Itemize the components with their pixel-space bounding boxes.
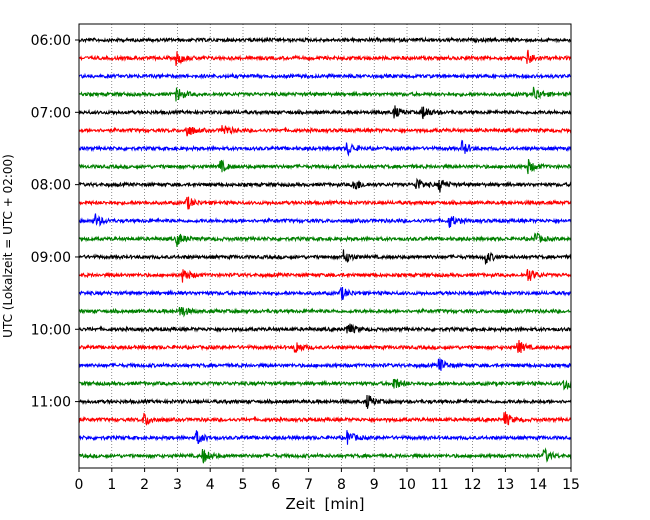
trace-line-row-18 — [78, 358, 572, 371]
trace-line-row-17 — [78, 339, 572, 354]
y-tick-label: 09:00 — [31, 250, 71, 266]
x-tick-label: 5 — [239, 477, 248, 493]
trace-line-row-22 — [78, 430, 572, 445]
x-tick-label: 12 — [464, 477, 482, 493]
trace-line-row-9 — [78, 196, 572, 210]
x-tick-label: 8 — [337, 477, 346, 493]
trace-line-row-13 — [78, 268, 572, 283]
x-tick-label: 1 — [107, 477, 116, 493]
x-tick-label: 9 — [370, 477, 379, 493]
trace-line-row-12 — [78, 249, 572, 266]
trace-line-row-6 — [78, 139, 572, 157]
trace-line-row-8 — [78, 177, 572, 193]
trace-line-row-21 — [78, 411, 572, 426]
trace-line-row-4 — [78, 105, 572, 120]
trace-line-row-19 — [78, 378, 572, 391]
trace-line-row-0 — [78, 36, 572, 44]
y-tick-label: 10:00 — [31, 322, 71, 338]
x-tick-label: 13 — [496, 477, 514, 493]
x-tick-label: 14 — [529, 477, 547, 493]
trace-lines — [78, 36, 572, 464]
trace-line-row-5 — [78, 125, 572, 137]
x-tick-label: 15 — [562, 477, 580, 493]
y-tick-label: 11:00 — [31, 395, 71, 411]
trace-line-row-2 — [78, 72, 572, 80]
x-axis-label: Zeit [min] — [285, 495, 364, 513]
trace-line-row-23 — [78, 447, 572, 464]
x-tick-label: 0 — [75, 477, 84, 493]
trace-line-row-16 — [78, 323, 572, 334]
y-axis-ticks: 06:00 07:00 08:00 09:00 10:00 11:00 — [31, 33, 79, 411]
trace-line-row-1 — [78, 49, 572, 66]
trace-line-row-20 — [78, 394, 572, 409]
trace-line-row-15 — [78, 306, 572, 318]
x-tick-label: 2 — [140, 477, 149, 493]
x-tick-label: 7 — [304, 477, 313, 493]
trace-line-row-14 — [78, 286, 572, 301]
y-tick-label: 06:00 — [31, 33, 71, 49]
x-tick-label: 11 — [431, 477, 449, 493]
trace-line-row-3 — [79, 86, 572, 102]
x-tick-label: 3 — [173, 477, 182, 493]
trace-line-row-11 — [78, 232, 572, 247]
y-tick-label: 07:00 — [31, 105, 71, 121]
x-tick-label: 10 — [398, 477, 416, 493]
trace-line-row-7 — [78, 158, 572, 175]
x-tick-label: 6 — [271, 477, 280, 493]
trace-line-row-10 — [78, 213, 572, 228]
y-axis-label: UTC (Lokalzeit = UTC + 02:00) — [1, 154, 15, 338]
plot-frame — [78, 23, 572, 469]
y-tick-label: 08:00 — [31, 178, 71, 194]
x-axis-ticks: 0 1 2 3 4 5 6 7 8 9 10 11 12 13 14 15 — [75, 468, 580, 493]
x-tick-label: 4 — [206, 477, 215, 493]
